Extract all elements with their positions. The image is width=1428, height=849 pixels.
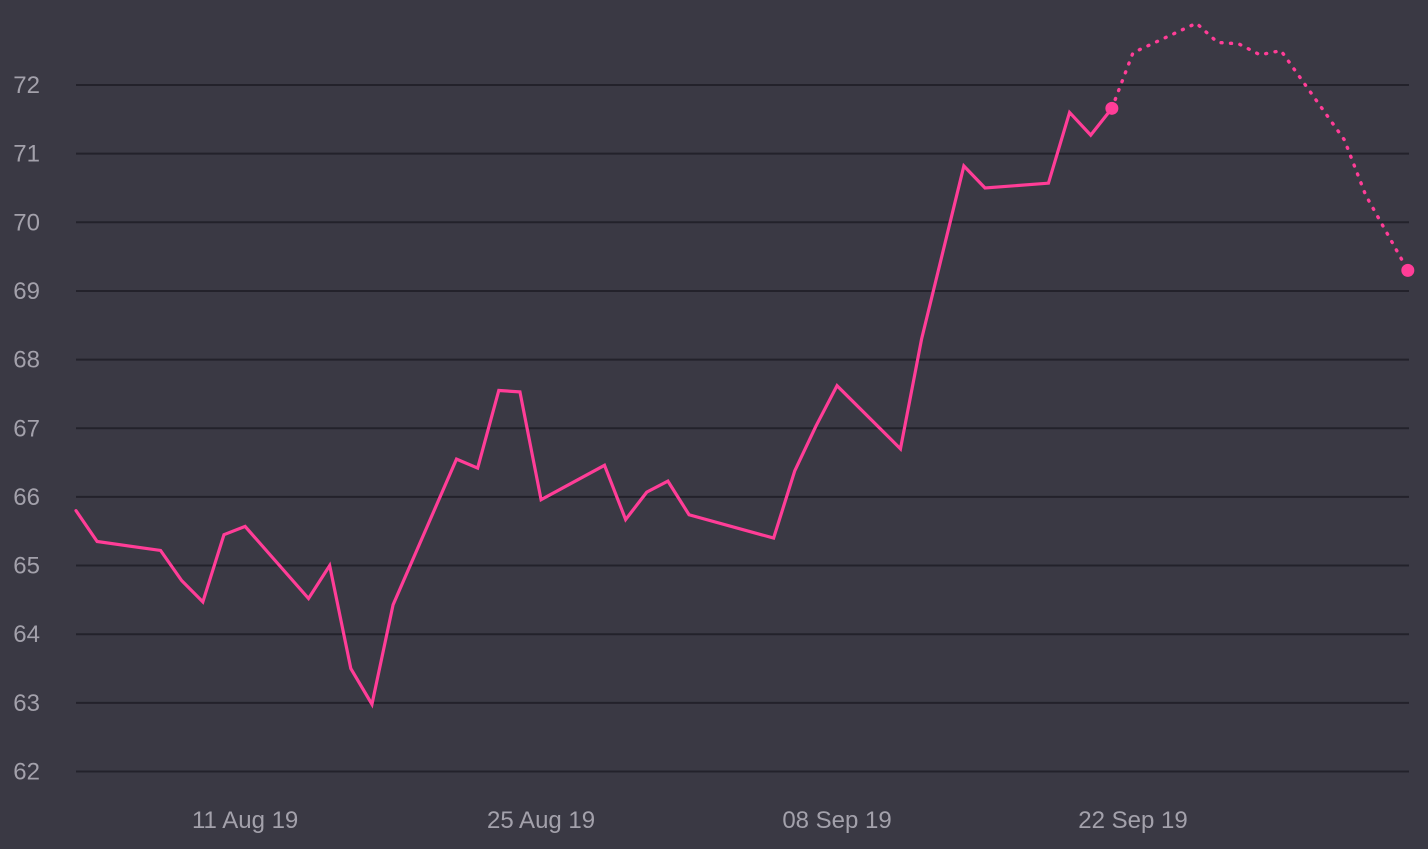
y-tick-label: 71	[13, 141, 40, 168]
series-layer	[74, 21, 1415, 709]
series-point-marker	[1105, 101, 1119, 115]
x-tick-label: 11 Aug 19	[192, 807, 298, 834]
gridlines	[76, 84, 1409, 773]
y-tick-label: 67	[13, 415, 40, 442]
y-tick-label: 63	[13, 690, 40, 717]
x-axis: 11 Aug 19 25 Aug 19 08 Sep 19 22 Sep 19	[192, 807, 1188, 834]
y-tick-label: 68	[13, 347, 40, 374]
x-tick-label: 22 Sep 19	[1078, 807, 1187, 834]
series-line-projected	[1110, 21, 1410, 273]
y-tick-label: 64	[13, 621, 40, 648]
y-tick-label: 69	[13, 278, 40, 305]
y-tick-label: 70	[13, 209, 40, 236]
y-tick-label: 66	[13, 484, 40, 511]
x-tick-label: 08 Sep 19	[782, 807, 891, 834]
y-tick-label: 65	[13, 553, 40, 580]
y-tick-label: 72	[13, 72, 40, 99]
y-tick-label: 62	[13, 759, 40, 786]
series-line-actual	[74, 106, 1114, 709]
y-axis: 62 63 64 65 66 67 68 69 70 71 72	[13, 72, 40, 786]
series-point-marker	[1401, 263, 1415, 277]
x-tick-label: 25 Aug 19	[487, 807, 595, 834]
